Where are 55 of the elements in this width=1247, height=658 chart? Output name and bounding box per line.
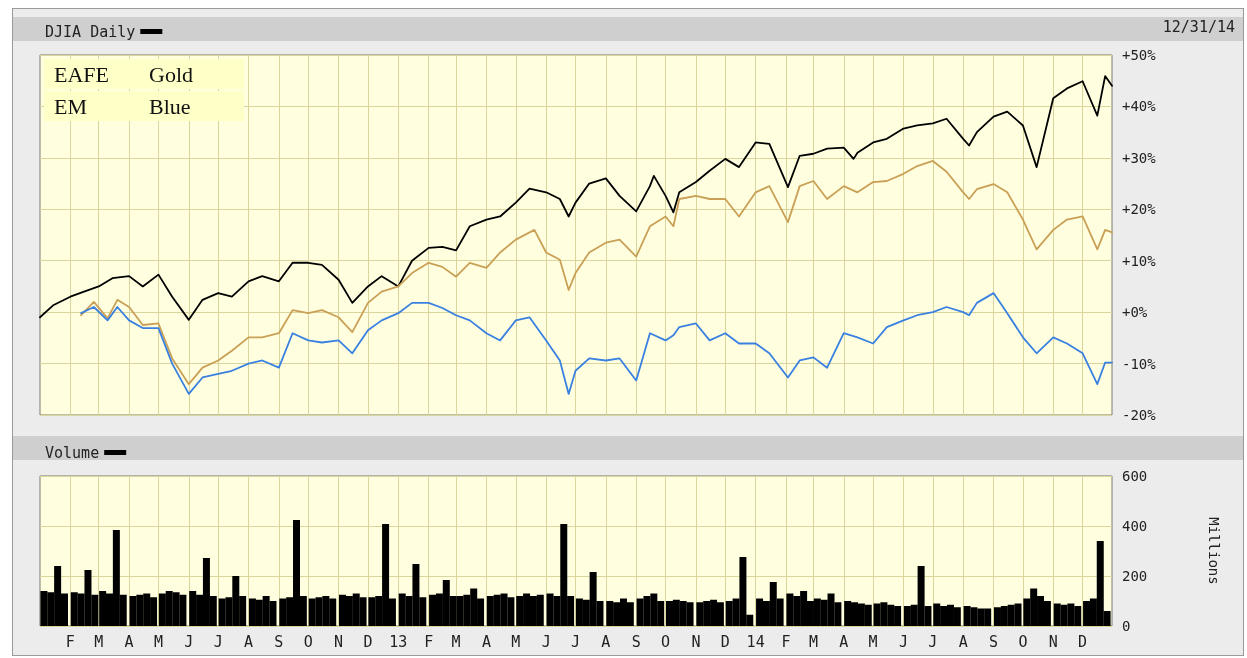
y-tick-label: 400 [1122,518,1148,534]
y-tick-label: 0 [1122,618,1131,634]
x-tick-label: F [781,632,791,651]
x-tick-label: O [303,632,313,651]
y-tick-label: 600 [1122,468,1148,484]
x-tick-label: N [334,632,344,651]
x-tick-label: O [661,632,671,651]
x-tick-label: A [958,632,968,651]
line-series [80,160,1113,386]
x-tick-label: F [424,632,434,651]
y-tick-label: +50% [1122,47,1157,63]
x-tick-label: A [124,632,134,651]
x-tick-label: M [511,632,521,651]
x-tick-label: M [153,632,163,651]
x-tick-label: F [65,632,75,651]
y-tick-label: +40% [1122,98,1157,115]
x-tick-label: 14 [746,632,765,651]
line-series [80,292,1113,395]
x-tick-label: J [928,632,938,651]
x-tick-label: M [808,632,818,651]
x-tick-label: S [631,632,641,651]
y-tick-label: 200 [1122,568,1148,584]
x-tick-label: D [720,632,730,651]
x-tick-label: S [274,632,284,651]
x-tick-label: M [868,632,878,651]
y-tick-label: +20% [1122,201,1157,218]
x-tick-label: S [989,632,999,651]
x-tick-label: A [839,632,849,651]
x-tick-label: N [1048,632,1058,651]
text: EAFE Gold [54,61,193,87]
x-tick-label: J [570,632,581,651]
text: EM Blue [54,93,191,119]
y-tick-label: +10% [1122,252,1157,269]
legend-label: DJIA Daily [45,22,136,41]
y-tick-label: -10% [1122,355,1157,372]
y-axis-title: Millions [1206,517,1222,585]
y-tick-label: +30% [1122,149,1157,166]
x-tick-label: J [898,632,908,651]
x-tick-label: N [691,632,701,651]
x-tick-label: J [213,632,223,651]
y-tick-label: -20% [1122,407,1157,423]
x-tick-label: M [451,632,461,651]
x-tick-label: D [1078,632,1088,651]
legend-label: Volume [45,443,100,462]
y-tick-label: +0% [1122,304,1148,321]
x-tick-label: J [184,632,194,651]
x-tick-label: A [481,632,491,651]
x-tick-label: D [363,632,373,651]
x-tick-label: J [541,632,551,651]
x-tick-label: M [94,632,104,651]
x-tick-label: 13 [389,632,408,651]
x-tick-label: A [601,632,611,651]
x-tick-label: A [244,632,254,651]
text: 12/31/14 [1162,17,1235,36]
x-tick-label: O [1018,632,1028,651]
